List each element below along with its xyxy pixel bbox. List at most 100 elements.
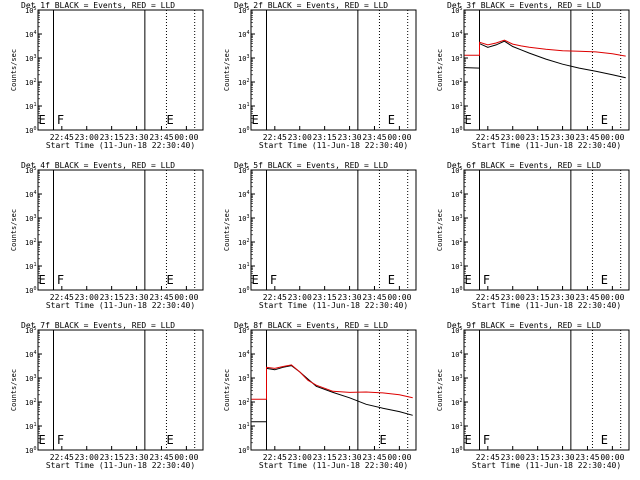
- y-tick-label: 101: [451, 262, 462, 271]
- y-tick-label: 102: [25, 238, 36, 247]
- y-axis-label: Counts/sec: [10, 49, 18, 91]
- y-tick-label: 104: [25, 30, 36, 39]
- x-tick-label: 23:15: [526, 293, 550, 302]
- y-tick-label: 105: [25, 326, 36, 335]
- x-axis-label: Start Time (11-Jun-18 22:30:40): [46, 461, 195, 470]
- y-tick-label: 104: [25, 350, 36, 359]
- event-marker: E: [601, 113, 608, 127]
- x-tick-label: 23:00: [288, 133, 312, 142]
- y-tick-label: 105: [238, 166, 249, 175]
- x-tick-label: 00:00: [387, 133, 411, 142]
- y-tick-label: 103: [238, 54, 249, 63]
- x-tick-label: 23:45: [575, 293, 599, 302]
- y-tick-label: 101: [451, 422, 462, 431]
- x-tick-label: 23:45: [362, 133, 386, 142]
- detector-panel: Det 2f BLACK = Events, RED = LLD 100 101 10…: [223, 1, 417, 150]
- y-tick-label: 103: [451, 54, 462, 63]
- x-tick-label: 23:15: [100, 453, 124, 462]
- event-marker: F: [57, 273, 64, 287]
- x-axis-label: Start Time (11-Jun-18 22:30:40): [472, 301, 621, 310]
- event-marker: F: [483, 273, 490, 287]
- y-tick-label: 102: [238, 238, 249, 247]
- x-tick-label: 23:00: [288, 293, 312, 302]
- x-tick-label: 23:00: [288, 453, 312, 462]
- x-tick-label: 22:45: [476, 453, 500, 462]
- x-axis-label: Start Time (11-Jun-18 22:30:40): [46, 301, 195, 310]
- y-tick-label: 104: [238, 190, 249, 199]
- y-tick-label: 103: [25, 54, 36, 63]
- x-tick-label: 23:45: [362, 453, 386, 462]
- x-tick-label: 23:45: [575, 133, 599, 142]
- plot-frame: [37, 169, 204, 291]
- x-tick-label: 23:00: [501, 133, 525, 142]
- y-tick-label: 102: [25, 78, 36, 87]
- y-tick-label: 101: [451, 102, 462, 111]
- event-marker: E: [465, 273, 472, 287]
- event-marker: E: [465, 113, 472, 127]
- x-tick-label: 23:30: [125, 133, 149, 142]
- x-tick-label: 00:00: [600, 133, 624, 142]
- y-tick-label: 102: [25, 398, 36, 407]
- y-tick-label: 100: [25, 286, 36, 295]
- y-tick-label: 103: [451, 374, 462, 383]
- y-tick-label: 104: [25, 190, 36, 199]
- y-tick-label: 105: [451, 326, 462, 335]
- x-axis-label: Start Time (11-Jun-18 22:30:40): [259, 141, 408, 150]
- y-tick-label: 103: [25, 374, 36, 383]
- event-marker: E: [39, 273, 46, 287]
- series-line: [464, 39, 626, 57]
- y-tick-label: 103: [238, 214, 249, 223]
- y-tick-label: 102: [451, 238, 462, 247]
- x-tick-label: 23:30: [551, 293, 575, 302]
- x-axis-label: Start Time (11-Jun-18 22:30:40): [46, 141, 195, 150]
- x-tick-label: 23:45: [149, 453, 173, 462]
- y-tick-label: 102: [238, 398, 249, 407]
- series-line: [464, 40, 626, 79]
- detector-panel: Det 8f BLACK = Events, RED = LLD 100 101 10…: [223, 321, 417, 470]
- panel-title: Det 6f BLACK = Events, RED = LLD: [447, 161, 601, 170]
- event-marker: F: [57, 433, 64, 447]
- y-tick-label: 102: [451, 78, 462, 87]
- x-tick-label: 23:00: [501, 293, 525, 302]
- event-marker: E: [601, 273, 608, 287]
- y-tick-label: 105: [451, 166, 462, 175]
- x-tick-label: 00:00: [600, 293, 624, 302]
- y-tick-label: 104: [238, 30, 249, 39]
- x-tick-label: 00:00: [387, 453, 411, 462]
- event-marker: E: [39, 433, 46, 447]
- y-tick-label: 101: [25, 102, 36, 111]
- y-tick-label: 100: [238, 286, 249, 295]
- x-tick-label: 23:15: [526, 133, 550, 142]
- y-tick-label: 100: [25, 446, 36, 455]
- x-axis-label: Start Time (11-Jun-18 22:30:40): [472, 461, 621, 470]
- series-line: [251, 365, 413, 423]
- detector-panel: Det 7f BLACK = Events, RED = LLD 100 101 10…: [10, 321, 204, 470]
- event-marker: E: [166, 273, 173, 287]
- x-tick-label: 23:15: [313, 133, 337, 142]
- y-tick-label: 105: [238, 6, 249, 15]
- detector-panel: Det 5f BLACK = Events, RED = LLD 100 101 10…: [223, 161, 417, 310]
- x-tick-label: 23:00: [75, 133, 99, 142]
- y-tick-label: 105: [451, 6, 462, 15]
- y-tick-label: 103: [451, 214, 462, 223]
- x-tick-label: 23:15: [313, 293, 337, 302]
- event-marker: E: [465, 433, 472, 447]
- event-marker: F: [57, 113, 64, 127]
- y-axis-label: Counts/sec: [10, 369, 18, 411]
- x-tick-label: 22:45: [476, 293, 500, 302]
- x-tick-label: 23:30: [125, 293, 149, 302]
- y-axis-label: Counts/sec: [436, 369, 444, 411]
- y-tick-label: 101: [238, 262, 249, 271]
- y-axis-label: Counts/sec: [436, 49, 444, 91]
- event-marker: E: [388, 273, 395, 287]
- detector-panel: Det 1f BLACK = Events, RED = LLD 100 101 10…: [10, 1, 204, 150]
- event-marker: F: [483, 433, 490, 447]
- y-tick-label: 104: [451, 350, 462, 359]
- y-tick-label: 102: [451, 398, 462, 407]
- x-tick-label: 00:00: [600, 453, 624, 462]
- event-marker: E: [252, 113, 259, 127]
- x-tick-label: 23:30: [338, 133, 362, 142]
- y-tick-label: 105: [238, 326, 249, 335]
- x-tick-label: 23:45: [149, 293, 173, 302]
- x-tick-label: 22:45: [263, 133, 287, 142]
